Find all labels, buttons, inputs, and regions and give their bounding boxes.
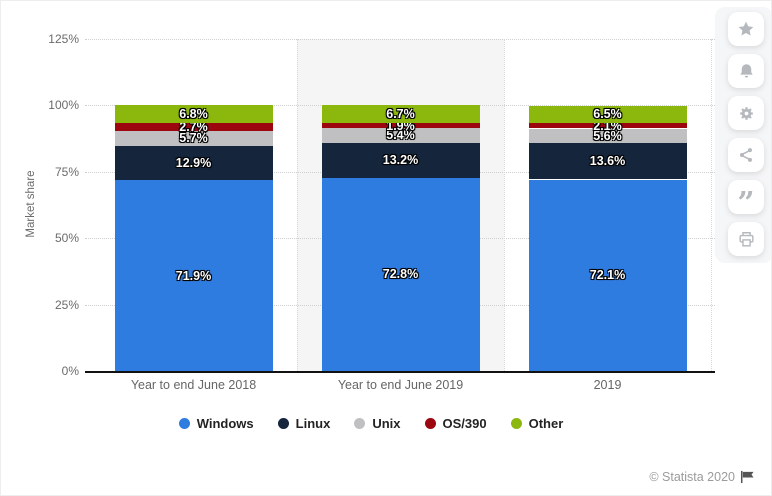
bar-segment-linux	[114, 145, 273, 181]
bar-segment-unix	[528, 128, 687, 144]
bar-value-label: 13.2%	[382, 153, 419, 168]
legend-label: Linux	[295, 416, 331, 431]
bar-value-label: 6.8%	[179, 107, 208, 122]
bar-value-label: 6.7%	[386, 107, 415, 122]
legend-item-other[interactable]: Other	[510, 416, 564, 431]
bar-segment-linux	[528, 143, 687, 180]
chart-legend: Windows Linux Unix OS/390 Other	[1, 416, 741, 431]
bell-icon	[739, 63, 753, 78]
bar-value-label: 12.9%	[175, 155, 212, 170]
legend-dot	[424, 418, 436, 429]
legend-dot	[510, 418, 522, 429]
x-axis-line	[85, 371, 715, 373]
bar-segment-other	[528, 105, 687, 123]
legend-item-unix[interactable]: Unix	[354, 416, 401, 431]
bar-value-label: 6.5%	[593, 107, 622, 122]
y-tick-label: 100%	[48, 98, 79, 113]
x-tick-label: 2019	[593, 378, 622, 392]
category-separator	[297, 39, 298, 371]
star-icon	[738, 21, 754, 36]
bar-value-label: 5.6%	[593, 128, 622, 143]
y-tick-label: 0%	[61, 364, 79, 378]
bar-value-label: 13.6%	[589, 154, 626, 169]
x-tick-label: Year to end June 2018	[130, 378, 257, 392]
legend-item-os390[interactable]: OS/390	[424, 416, 487, 431]
copyright-text: © Statista 2020	[649, 470, 735, 484]
bar-value-label: 2.7%	[179, 120, 208, 135]
share-button[interactable]	[728, 138, 764, 172]
bar-segment-os390	[114, 123, 273, 131]
y-tick-label: 75%	[54, 164, 79, 179]
flag-icon	[740, 470, 754, 484]
bar-value-label: 72.8%	[382, 267, 419, 282]
share-icon	[739, 148, 752, 162]
notifications-button[interactable]	[728, 54, 764, 88]
bar-segment-unix	[321, 128, 480, 143]
y-tick-label: 125%	[48, 32, 79, 46]
bar-value-label: 5.7%	[179, 131, 208, 146]
bar-segment-os390	[528, 122, 687, 129]
gridline-125%	[85, 39, 715, 40]
y-tick-label: 50%	[54, 231, 79, 246]
x-tick-label: Year to end June 2019	[337, 378, 464, 392]
bar-segment-windows	[114, 180, 273, 371]
bar-segment-unix	[114, 130, 273, 146]
bar-segment-os390	[321, 123, 480, 129]
copyright: © Statista 2020	[649, 470, 755, 484]
legend-item-linux[interactable]: Linux	[277, 416, 331, 431]
print-icon	[738, 231, 754, 247]
cite-button[interactable]: ”	[728, 180, 764, 221]
settings-button[interactable]	[728, 96, 764, 130]
legend-label: Other	[528, 416, 564, 431]
legend-item-windows[interactable]: Windows	[178, 416, 254, 431]
legend-dot	[178, 418, 190, 429]
bar-segment-other	[114, 105, 273, 124]
legend-dot	[277, 418, 289, 429]
category-separator	[504, 39, 505, 371]
legend-label: Unix	[372, 416, 401, 431]
category-separator	[711, 39, 712, 371]
print-button[interactable]	[728, 222, 764, 256]
action-rail	[715, 7, 771, 263]
gear-icon	[739, 106, 753, 120]
bar-value-label: 72.1%	[589, 268, 626, 283]
y-tick-label: 25%	[54, 297, 79, 312]
bar-value-label: 71.9%	[175, 268, 212, 283]
y-axis-title: Market share	[25, 170, 37, 238]
bar-segment-other	[321, 105, 480, 124]
bar-segment-windows	[528, 179, 687, 371]
bar-segment-windows	[321, 177, 480, 371]
legend-label: Windows	[196, 416, 254, 431]
legend-label: OS/390	[442, 416, 487, 431]
bar-value-label: 5.4%	[386, 128, 415, 143]
quote-icon: ”	[737, 186, 755, 221]
bar-segment-linux	[321, 142, 480, 178]
favorite-button[interactable]	[728, 12, 764, 46]
legend-dot	[354, 418, 366, 429]
